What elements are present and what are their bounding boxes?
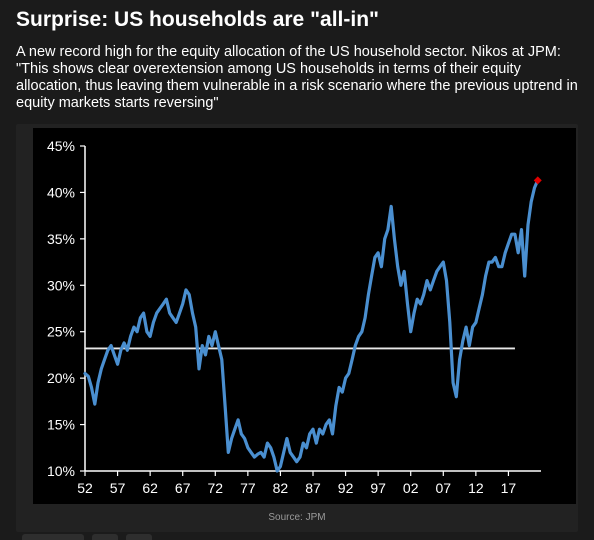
y-tick-label: 35%	[47, 231, 75, 247]
equity-allocation-chart: 10% 15% 20% 25% 30% 35% 40% 45% 52 57 62 67 72 77 82 8…	[47, 138, 542, 496]
source-caption: Source: JPM	[268, 512, 326, 523]
x-tick-label: 72	[207, 480, 223, 496]
x-tick-label: 77	[240, 480, 256, 496]
y-tick-label: 15%	[47, 417, 75, 433]
x-tick-label: 57	[110, 480, 126, 496]
x-tick-label: 82	[273, 480, 289, 496]
y-tick-label: 40%	[47, 184, 75, 200]
x-tick-label: 92	[338, 480, 354, 496]
x-tick-label: 52	[77, 480, 93, 496]
y-axis-ticks: 10% 15% 20% 25% 30% 35% 40% 45%	[47, 138, 85, 479]
x-tick-label: 62	[142, 480, 158, 496]
subtext: A new record high for the equity allocat…	[16, 44, 578, 111]
marker-group	[533, 176, 542, 185]
x-tick-label: 07	[435, 480, 451, 496]
latest-value-marker	[533, 176, 542, 185]
headline: Surprise: US households are "all-in"	[16, 8, 379, 31]
series-line	[83, 178, 540, 473]
x-tick-label: 97	[370, 480, 386, 496]
x-tick-label: 17	[501, 480, 517, 496]
series-group	[83, 178, 540, 473]
x-tick-label: 67	[175, 480, 191, 496]
chart-plot: 10% 15% 20% 25% 30% 35% 40% 45% 52 57 62 67 72 77 82 8…	[33, 128, 576, 504]
y-tick-label: 30%	[47, 277, 75, 293]
y-tick-label: 25%	[47, 324, 75, 340]
footer-button-2[interactable]	[92, 534, 118, 540]
y-tick-label: 45%	[47, 138, 75, 154]
x-tick-label: 87	[305, 480, 321, 496]
footer-button-3[interactable]	[126, 534, 152, 540]
x-tick-label: 12	[468, 480, 484, 496]
y-tick-label: 20%	[47, 370, 75, 386]
x-axis-ticks: 52 57 62 67 72 77 82 87 92 97 02 07 12 17	[77, 471, 516, 496]
axes	[84, 146, 541, 472]
x-tick-label: 02	[403, 480, 419, 496]
y-tick-label: 10%	[47, 463, 75, 479]
footer-button-1[interactable]	[22, 534, 84, 540]
